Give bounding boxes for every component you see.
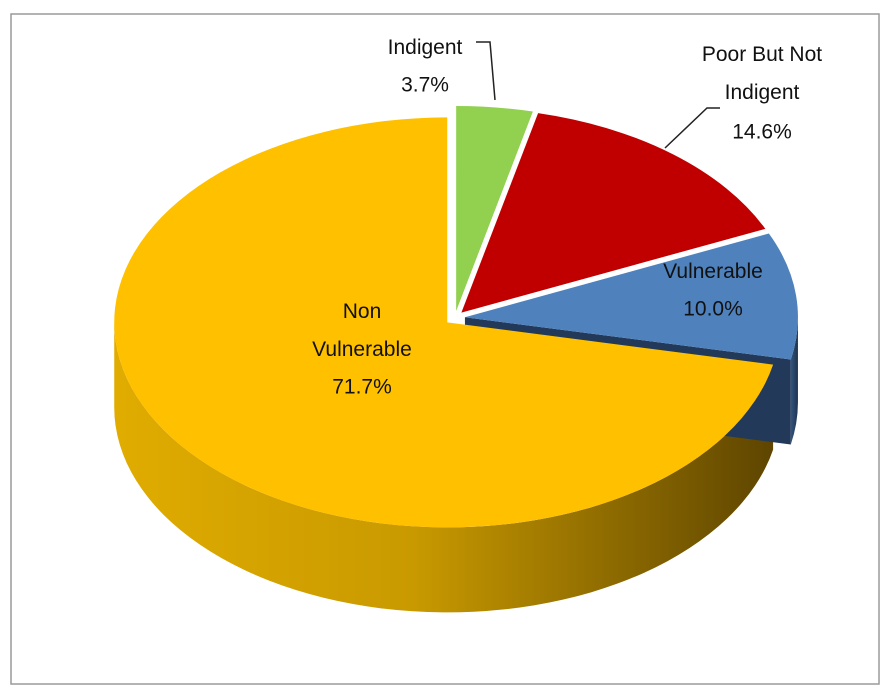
slice bbox=[461, 113, 766, 313]
slice-side bbox=[114, 322, 774, 613]
value-label: 10.0% bbox=[683, 298, 743, 321]
leader-line bbox=[476, 41, 496, 101]
category-label: Indigent bbox=[388, 36, 463, 59]
pie-labels: Indigent 3.7% Poor But Not Indigent 14.6% Vul… bbox=[312, 36, 822, 399]
leader-line bbox=[664, 107, 720, 149]
slice bbox=[464, 233, 798, 360]
slice bbox=[114, 117, 774, 528]
category-label: Vulnerable bbox=[663, 260, 763, 283]
value-label: 71.7% bbox=[332, 376, 392, 399]
chart-frame bbox=[10, 13, 880, 685]
slice bbox=[456, 106, 533, 312]
value-label: 14.6% bbox=[732, 121, 792, 144]
slice-side bbox=[790, 317, 798, 445]
value-label: 3.7% bbox=[401, 74, 449, 97]
pie bbox=[114, 106, 798, 613]
category-label: Non Vulnerable bbox=[312, 300, 412, 361]
category-label: Poor But Not Indigent bbox=[702, 43, 822, 104]
